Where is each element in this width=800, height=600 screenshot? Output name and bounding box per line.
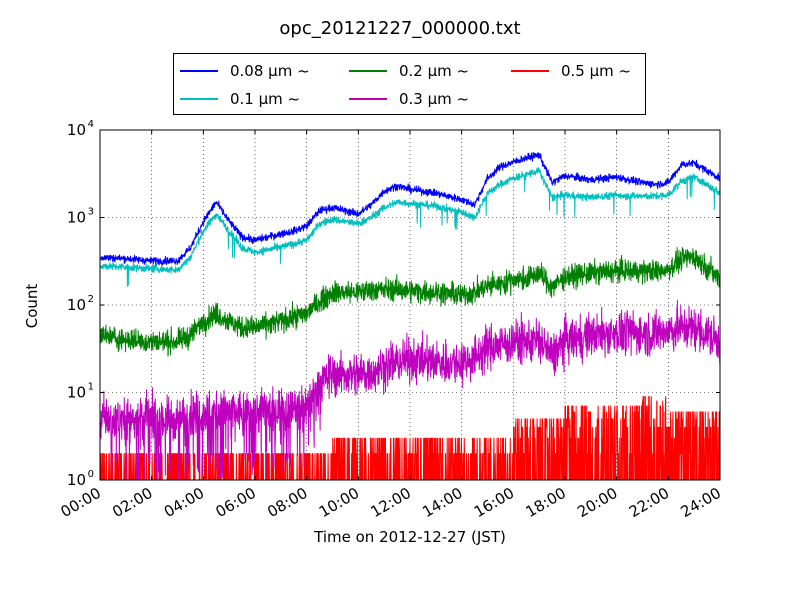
legend-swatch (180, 70, 218, 72)
legend-swatch (511, 70, 549, 72)
legend-swatch (349, 70, 387, 72)
series-line-0.2um (99, 246, 721, 357)
grid (100, 130, 720, 480)
x-tick-label: 12:00 (368, 484, 414, 521)
x-tick-label: 18:00 (523, 484, 569, 521)
legend: 0.08 μm ~ 0.1 μm ~ 0.2 μm ~ 0.3 μm ~ 0.5 μm … (173, 53, 646, 115)
x-tick-label: 10:00 (316, 484, 362, 521)
y-tick-label: 10 (67, 121, 86, 139)
legend-label: 0.2 μm ~ (399, 62, 470, 80)
x-axis-label: Time on 2012-12-27 (JST) (314, 528, 506, 546)
legend-label: 0.5 μm ~ (561, 62, 632, 80)
chart-title: opc_20121227_000000.txt (279, 18, 521, 39)
x-tick-label: 06:00 (213, 484, 259, 521)
x-tick-label: 14:00 (419, 484, 465, 521)
series-line-0.3um (99, 299, 721, 481)
y-tick-label-exponent: 2 (88, 294, 94, 305)
y-tick-label-exponent: 3 (88, 207, 94, 218)
x-tick-label: 16:00 (471, 484, 517, 521)
y-tick-label: 10 (67, 471, 86, 489)
y-tick-label-exponent: 0 (88, 469, 94, 480)
series-line-0.08um (99, 151, 721, 266)
x-tick-label: 08:00 (264, 484, 310, 521)
legend-swatch (349, 98, 387, 100)
y-tick-label-exponent: 4 (88, 119, 94, 130)
legend-label: 0.1 μm ~ (230, 90, 301, 108)
y-axis-label: Count (23, 283, 41, 329)
x-tick-label: 02:00 (109, 484, 155, 521)
legend-label: 0.3 μm ~ (399, 90, 470, 108)
x-tick-label: 20:00 (574, 484, 620, 521)
x-tick-label: 04:00 (161, 484, 207, 521)
series-line-0.1um (99, 167, 721, 287)
y-tick-label: 10 (67, 384, 86, 402)
x-tick-label: 00:00 (58, 484, 104, 521)
y-tick-label: 10 (67, 296, 86, 314)
legend-swatch (180, 98, 218, 100)
x-tick-label: 22:00 (626, 484, 672, 521)
legend-label: 0.08 μm ~ (230, 62, 310, 80)
x-tick-label: 24:00 (678, 484, 724, 521)
y-tick-label-exponent: 1 (88, 382, 94, 393)
y-tick-label: 10 (67, 209, 86, 227)
